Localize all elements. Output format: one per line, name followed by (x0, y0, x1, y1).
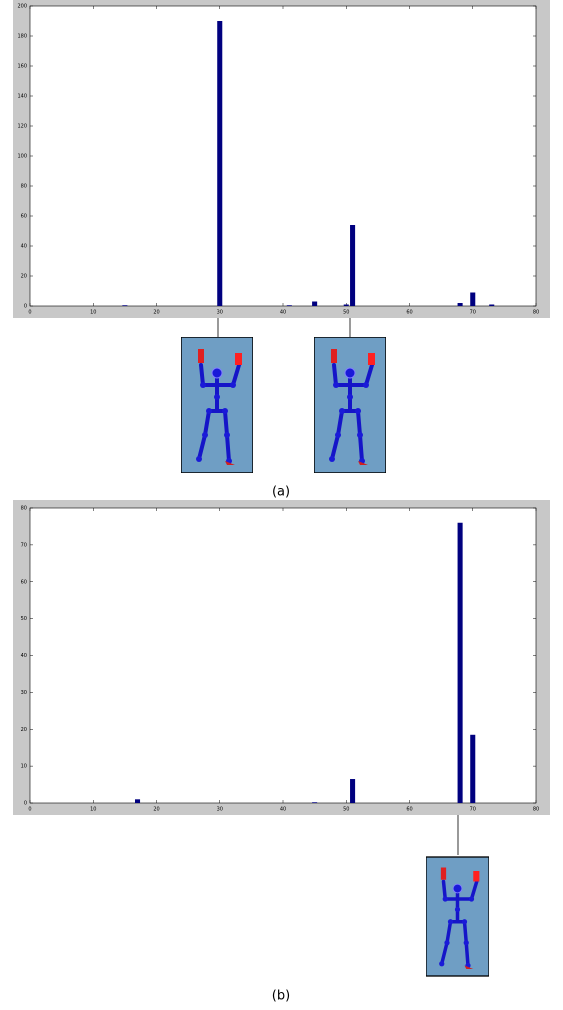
x-tick-label: 30 (217, 310, 223, 316)
x-tick-label: 70 (470, 807, 476, 813)
bar (458, 303, 463, 306)
x-tick-label: 20 (153, 807, 159, 813)
y-tick-label: 50 (21, 616, 27, 622)
y-tick-label: 180 (17, 34, 27, 40)
x-tick-label: 50 (343, 310, 349, 316)
bar (312, 802, 317, 803)
bar (489, 305, 494, 307)
x-tick-label: 80 (533, 807, 539, 813)
y-tick-label: 160 (17, 64, 27, 70)
bar (350, 779, 355, 803)
y-tick-label: 30 (21, 690, 27, 696)
x-tick-label: 40 (280, 310, 286, 316)
pose-thumbnail (314, 337, 386, 473)
y-tick-label: 0 (24, 304, 27, 310)
x-tick-label: 50 (343, 807, 349, 813)
x-tick-label: 70 (470, 310, 476, 316)
y-tick-label: 60 (21, 214, 27, 220)
y-tick-label: 140 (17, 94, 27, 100)
y-tick-label: 80 (21, 506, 27, 512)
bar (312, 302, 317, 307)
x-tick-label: 80 (533, 310, 539, 316)
figure: 0204060801001201401601802000102030405060… (0, 0, 563, 1010)
x-tick-label: 60 (406, 807, 412, 813)
x-tick-label: 10 (90, 310, 96, 316)
y-tick-label: 10 (21, 764, 27, 770)
bar (135, 799, 140, 803)
y-tick-label: 80 (21, 184, 27, 190)
caption: (b) (272, 989, 290, 1004)
plot-area (30, 6, 536, 306)
y-tick-label: 100 (17, 154, 27, 160)
bar (458, 523, 463, 803)
pose-thumbnail (181, 337, 253, 473)
x-tick-label: 10 (90, 807, 96, 813)
x-tick-label: 0 (28, 310, 31, 316)
bar (217, 21, 222, 306)
y-tick-label: 20 (21, 274, 27, 280)
x-tick-label: 30 (217, 807, 223, 813)
pose-thumbnail (426, 857, 489, 976)
x-tick-label: 60 (406, 310, 412, 316)
y-tick-label: 40 (21, 244, 27, 250)
bar (470, 293, 475, 307)
y-tick-label: 20 (21, 727, 27, 733)
bar (287, 305, 292, 306)
bar (122, 305, 127, 306)
y-tick-label: 60 (21, 579, 27, 585)
x-tick-label: 40 (280, 807, 286, 813)
y-tick-label: 0 (24, 801, 27, 807)
y-tick-label: 200 (17, 4, 27, 10)
x-tick-label: 20 (153, 310, 159, 316)
bar (350, 225, 355, 306)
bar (470, 735, 475, 803)
y-tick-label: 70 (21, 542, 27, 548)
y-tick-label: 120 (17, 124, 27, 130)
y-tick-label: 40 (21, 653, 27, 659)
caption: (a) (272, 485, 290, 500)
x-tick-label: 0 (28, 807, 31, 813)
bar (344, 305, 349, 307)
